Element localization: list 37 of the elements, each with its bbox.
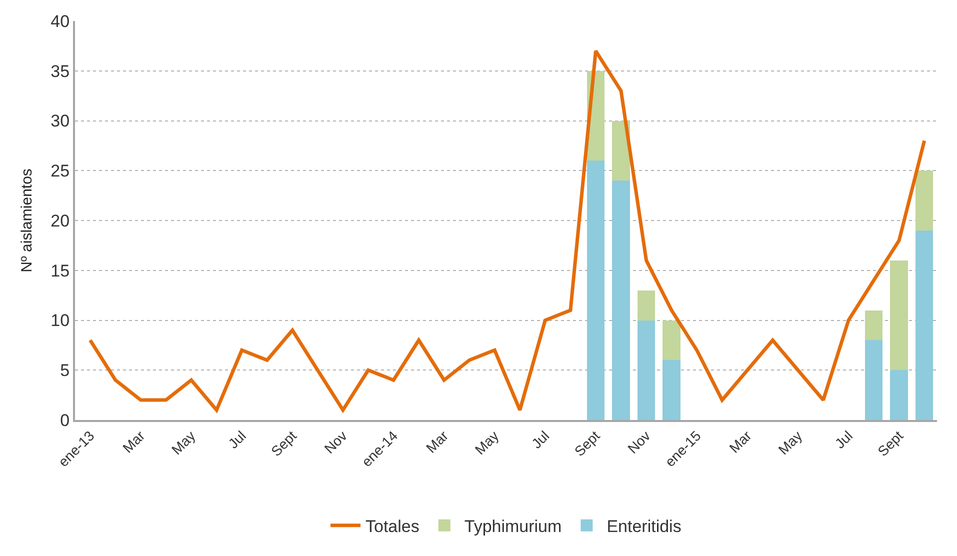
bar [586, 160, 605, 420]
y-tick-label: 40 [50, 12, 70, 31]
x-tick-label: May [168, 428, 198, 458]
bar [864, 340, 883, 420]
x-tick-label: Nov [321, 428, 350, 456]
bar [637, 290, 656, 320]
y-tick-label: 25 [50, 162, 70, 181]
y-tick-label: 15 [50, 261, 70, 280]
x-tick-label: Jul [832, 428, 856, 452]
y-tick-label: 0 [60, 410, 70, 430]
y-tick-label: 10 [50, 311, 70, 330]
x-tick-label: May [775, 428, 806, 458]
legend-label: Typhimurium [464, 516, 562, 536]
x-tick-label: Mar [726, 427, 755, 456]
legend-label: Totales [366, 516, 420, 536]
bar [864, 310, 883, 340]
x-tick-label: Mar [119, 427, 148, 456]
y-axis-title: Nº aislamientos [18, 168, 36, 272]
bar [662, 360, 680, 420]
y-tick-label: 30 [50, 112, 70, 131]
bar [890, 260, 908, 370]
bar [890, 370, 908, 420]
bar [916, 230, 934, 420]
x-tick-label: Jul [528, 428, 552, 452]
y-tick-label: 20 [50, 211, 70, 230]
bar [916, 170, 934, 230]
bar [662, 320, 680, 360]
x-tick-label: Jul [224, 428, 249, 452]
x-tick-label: May [472, 428, 502, 458]
line-series [88, 49, 926, 412]
bar [637, 320, 656, 420]
x-tick-label: Mar [422, 427, 452, 456]
bar [612, 180, 630, 420]
x-tick-label: Nov [624, 428, 654, 456]
y-tick-label: 35 [50, 62, 70, 81]
y-tick-label: 5 [60, 361, 70, 380]
legend-label: Enteritidis [606, 516, 682, 536]
